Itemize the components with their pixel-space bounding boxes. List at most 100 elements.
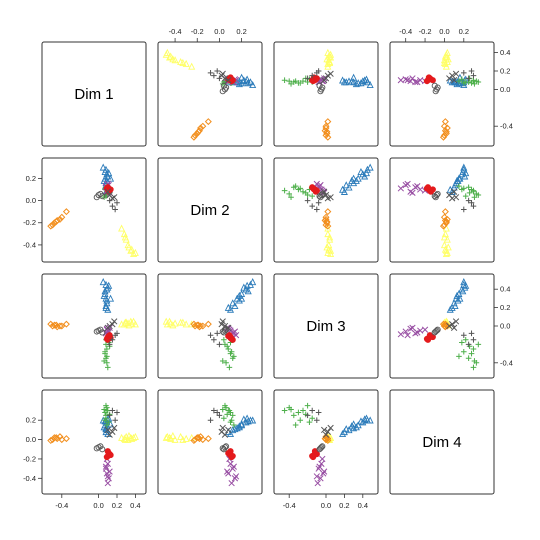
- point-g8-p4-r2-c4: [468, 199, 475, 206]
- point-g1-p13-r3-c2: [226, 305, 235, 313]
- point-g1-p4-r1-c3: [350, 78, 358, 86]
- bottom-tick-label-dim-1: -0.4: [55, 501, 68, 510]
- point-g3-p9-r4-c1: [104, 473, 111, 480]
- point-g1-p11-r1-c2: [243, 75, 251, 83]
- point-g7-p4-r2-c4: [431, 193, 438, 200]
- point-g1-p9-r1-c3: [348, 77, 356, 85]
- point-g3-p4-r1-c4: [402, 76, 409, 83]
- point-g2-p5-r4-c2: [223, 404, 229, 411]
- point-g2-p12-r4-c2: [227, 419, 234, 425]
- point-g9-p2-r1-c3: [324, 72, 331, 79]
- panel-r4-c1: [41, 389, 147, 495]
- right-tick-label-dim-3: -0.4: [500, 358, 513, 367]
- point-g5-p8-r3-c1: [62, 320, 70, 328]
- point-g3-p7-r4-c2: [230, 463, 237, 470]
- point-g5-p8-r1-c2: [204, 118, 212, 126]
- point-g5-p4-r3-c1: [56, 322, 64, 330]
- point-g9-p3-r1-c2: [225, 77, 232, 84]
- bottom-tick-label-dim-3: -0.4: [283, 501, 296, 510]
- point-g1-p14-r3-c4: [456, 294, 464, 302]
- point-g3-p1-r4-c1: [104, 460, 111, 467]
- point-g1-p9-r2-c3: [348, 176, 356, 184]
- point-g3-p5-r4-c2: [228, 480, 235, 487]
- point-g8-p4-r4-c1: [114, 409, 120, 416]
- point-g7-p1-r3-c4: [433, 327, 440, 334]
- point-g4-p7-r3-c2: [188, 320, 196, 328]
- point-g4-p7-r4-c1: [118, 433, 126, 441]
- point-g4-p7-r2-c3: [324, 224, 332, 232]
- point-g1-p15-r4-c2: [249, 416, 257, 424]
- point-g1-p12-r2-c3: [352, 176, 360, 184]
- point-g5-p5-r3-c1: [47, 320, 55, 328]
- point-g9-p3-r3-c1: [104, 324, 111, 331]
- point-g7-p4-r2-c3: [316, 193, 323, 200]
- point-g1-p12-r2-c1: [100, 176, 108, 184]
- point-g3-p7-r4-c1: [102, 463, 110, 470]
- point-g5-p5-r2-c4: [439, 222, 447, 230]
- point-g8-p2-r4-c3: [314, 417, 320, 424]
- point-g7-p2-r1-c2: [219, 88, 226, 95]
- point-g8-p1-r4-c3: [309, 407, 315, 414]
- point-g5-p1-r3-c2: [191, 322, 199, 330]
- point-g2-p8-r4-c1: [102, 417, 108, 424]
- point-g1-p8-r2-c4: [459, 167, 467, 176]
- point-g8-p3-r2-c4: [465, 197, 472, 204]
- point-g6-p6-r2-c3: [309, 184, 316, 191]
- point-g3-p8-r4-c1: [106, 468, 113, 475]
- point-g3-p9-r3-c4: [404, 332, 411, 339]
- point-g1-p10-r3-c1: [102, 301, 110, 310]
- point-g2-p7-r2-c3: [281, 187, 288, 194]
- point-g7-p2-r3-c1: [93, 328, 100, 335]
- point-g1-p14-r1-c3: [350, 73, 358, 81]
- point-g4-p9-r1-c3: [326, 58, 334, 66]
- point-g8-p2-r2-c1: [112, 206, 118, 213]
- point-g1-p10-r4-c3: [342, 425, 350, 433]
- point-g3-p7-r2-c4: [414, 183, 421, 190]
- point-g8-p2-r1-c4: [460, 70, 467, 76]
- point-g2-p2-r3-c2: [225, 346, 232, 352]
- point-g7-p2-r2-c1: [93, 194, 100, 201]
- point-g4-p9-r2-c3: [326, 233, 334, 241]
- point-g2-p11-r1-c2: [219, 81, 226, 87]
- point-g2-p2-r2-c3: [300, 188, 306, 195]
- point-g9-p3-r4-c3: [321, 426, 328, 434]
- point-g1-p9-r3-c4: [454, 296, 462, 304]
- point-g2-p8-r4-c3: [297, 417, 304, 424]
- point-g2-p8-r1-c3: [297, 80, 304, 86]
- point-g9-p4-r3-c4: [452, 318, 460, 325]
- right-tick-label-dim-3: 0.4: [500, 285, 510, 294]
- point-g1-p12-r3-c1: [100, 291, 108, 299]
- point-g7-p4-r3-c1: [99, 329, 106, 336]
- point-g3-p8-r2-c4: [409, 189, 416, 196]
- point-g2-p12-r3-c4: [459, 339, 465, 346]
- point-g5-p8-r4-c3: [324, 435, 332, 443]
- point-g4-p2-r4-c2: [171, 435, 179, 443]
- point-g5-p7-r2-c4: [440, 213, 448, 221]
- point-g1-p4-r4-c3: [350, 424, 358, 432]
- point-g4-p10-r3-c1: [131, 320, 139, 328]
- point-g1-p14-r2-c4: [456, 174, 464, 182]
- point-g4-p6-r4-c2: [169, 431, 177, 439]
- panel-frame-r1-c3: [273, 41, 379, 147]
- point-g9-p4-r2-c3: [327, 194, 334, 201]
- panel-frame-r3-c3: [273, 273, 379, 379]
- point-g4-p6-r2-c1: [125, 243, 133, 251]
- point-g3-p9-r4-c2: [232, 473, 240, 480]
- point-g9-p4-r4-c2: [219, 424, 226, 432]
- point-g4-p6-r4-c1: [125, 431, 133, 439]
- point-g8-p4-r4-c2: [214, 409, 221, 416]
- panel-r3-c3: Dim 3: [273, 273, 379, 379]
- point-g3-p3-r4-c3: [320, 470, 327, 477]
- point-g4-p4-r1-c3: [324, 59, 332, 67]
- point-g5-p6-r3-c2: [194, 321, 202, 329]
- point-g9-p1-r4-c3: [322, 431, 330, 438]
- point-g7-p2-r4-c3: [317, 445, 324, 452]
- point-g1-p5-r2-c3: [345, 183, 353, 191]
- point-g2-p2-r4-c3: [300, 407, 306, 414]
- point-g5-p4-r1-c4: [443, 124, 451, 132]
- top-tick-label-dim-4: -0.2: [419, 27, 432, 36]
- point-g7-p2-r1-c4: [432, 88, 439, 95]
- left-tick-label-dim-2: 0.2: [26, 174, 36, 183]
- point-g5-p6-r1-c3: [323, 128, 331, 136]
- point-g2-p6-r3-c4: [462, 337, 469, 343]
